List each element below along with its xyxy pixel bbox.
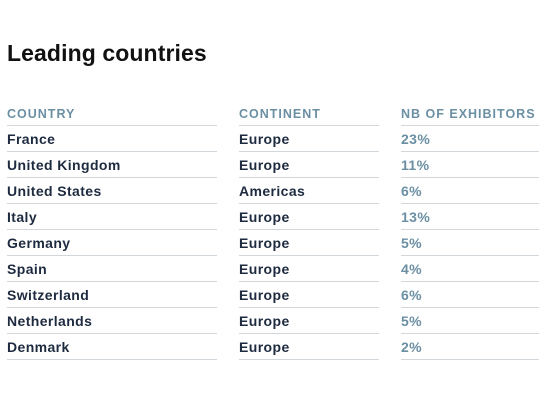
continent-cell: Europe bbox=[239, 229, 379, 256]
column-spacer bbox=[217, 102, 239, 126]
table-row: United States Americas 6% bbox=[7, 177, 539, 204]
country-cell: Spain bbox=[7, 255, 217, 282]
exhibitors-cell: 23% bbox=[401, 125, 539, 152]
exhibitors-cell: 6% bbox=[401, 177, 539, 204]
table-header-row: COUNTRY CONTINENT NB OF EXHIBITORS bbox=[7, 102, 539, 126]
table-row: Netherlands Europe 5% bbox=[7, 307, 539, 334]
table-row: France Europe 23% bbox=[7, 125, 539, 152]
continent-cell: Europe bbox=[239, 125, 379, 152]
country-cell: United Kingdom bbox=[7, 151, 217, 178]
table-row: Switzerland Europe 6% bbox=[7, 281, 539, 308]
column-header-exhibitors: NB OF EXHIBITORS bbox=[401, 106, 536, 121]
exhibitors-cell: 4% bbox=[401, 255, 539, 282]
table-row: Spain Europe 4% bbox=[7, 255, 539, 282]
continent-cell: Europe bbox=[239, 255, 379, 282]
leading-countries-table: COUNTRY CONTINENT NB OF EXHIBITORS Franc… bbox=[7, 102, 539, 360]
country-cell: Germany bbox=[7, 229, 217, 256]
country-cell: Denmark bbox=[7, 333, 217, 360]
continent-cell: Europe bbox=[239, 203, 379, 230]
table-row: Denmark Europe 2% bbox=[7, 333, 539, 360]
exhibitors-cell: 11% bbox=[401, 151, 539, 178]
column-header-country: COUNTRY bbox=[7, 106, 76, 121]
exhibitors-cell: 6% bbox=[401, 281, 539, 308]
country-cell: Italy bbox=[7, 203, 217, 230]
continent-cell: Europe bbox=[239, 151, 379, 178]
continent-cell: Europe bbox=[239, 281, 379, 308]
column-spacer bbox=[379, 102, 401, 126]
country-cell: Switzerland bbox=[7, 281, 217, 308]
exhibitors-cell: 2% bbox=[401, 333, 539, 360]
column-header-continent: CONTINENT bbox=[239, 106, 321, 121]
exhibitors-cell: 13% bbox=[401, 203, 539, 230]
continent-cell: Europe bbox=[239, 333, 379, 360]
continent-cell: Americas bbox=[239, 177, 379, 204]
table-row: United Kingdom Europe 11% bbox=[7, 151, 539, 178]
exhibitors-cell: 5% bbox=[401, 229, 539, 256]
section-title: Leading countries bbox=[7, 40, 207, 66]
country-cell: United States bbox=[7, 177, 217, 204]
country-cell: Netherlands bbox=[7, 307, 217, 334]
continent-cell: Europe bbox=[239, 307, 379, 334]
exhibitors-cell: 5% bbox=[401, 307, 539, 334]
table-row: Germany Europe 5% bbox=[7, 229, 539, 256]
table-row: Italy Europe 13% bbox=[7, 203, 539, 230]
country-cell: France bbox=[7, 125, 217, 152]
